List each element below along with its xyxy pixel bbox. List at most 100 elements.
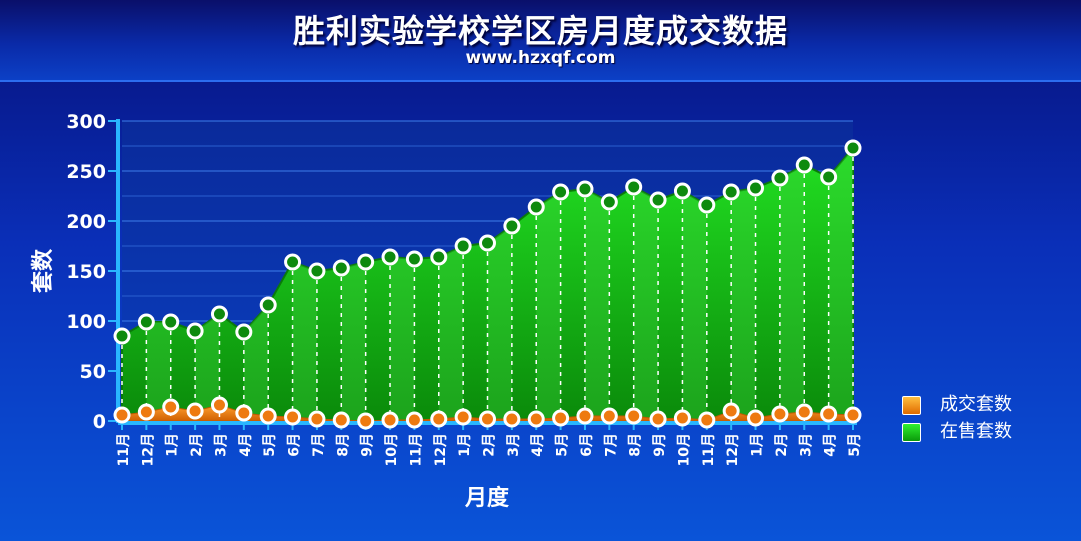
x-tick-label: 3月 xyxy=(213,433,229,457)
x-tick-label: 2月 xyxy=(482,433,498,457)
listed-area-band xyxy=(584,189,610,421)
listed-point xyxy=(430,248,448,266)
legend-swatch-listed xyxy=(902,423,921,442)
x-tick-label: 8月 xyxy=(628,433,644,457)
listed-area-band xyxy=(487,226,512,421)
listed-area-band xyxy=(292,262,317,421)
legend-item-sold[interactable]: 成交套数 xyxy=(902,394,1062,418)
sold-point xyxy=(771,405,789,423)
listed-area xyxy=(121,145,854,422)
x-tick-label: 6月 xyxy=(287,433,303,457)
listed-area-band xyxy=(438,246,464,421)
y-axis-label: 套数 xyxy=(30,248,56,293)
listed-point xyxy=(137,313,155,331)
listed-point xyxy=(332,259,350,277)
listed-point xyxy=(405,250,423,268)
x-tick-label: 3月 xyxy=(506,433,522,457)
data-points xyxy=(113,139,862,430)
y-tick-label: 100 xyxy=(66,311,106,333)
sold-point xyxy=(795,403,813,421)
listed-point xyxy=(454,237,472,255)
listed-point xyxy=(162,313,180,331)
x-tick-label: 12月 xyxy=(725,433,741,466)
sold-point xyxy=(820,405,838,423)
x-tick-label: 9月 xyxy=(360,433,376,457)
x-tick-label: 10月 xyxy=(676,433,692,466)
x-tick-label: 6月 xyxy=(579,433,595,457)
listed-area-band xyxy=(633,187,659,421)
sold-point xyxy=(600,407,618,425)
listed-area-band xyxy=(682,191,707,421)
listed-point xyxy=(844,139,862,157)
sold-point xyxy=(332,411,350,429)
chart-header: 胜利实验学校学区房月度成交数据 www.hzxqf.com xyxy=(0,0,1081,82)
x-tick-label: 8月 xyxy=(335,433,351,457)
legend-label-listed: 在售套数 xyxy=(940,421,1012,442)
x-axis-label: 月度 xyxy=(464,485,510,511)
listed-point xyxy=(284,253,302,271)
y-tick-label: 300 xyxy=(66,111,106,133)
listed-point xyxy=(210,305,228,323)
x-tick-label: 12月 xyxy=(140,433,156,466)
sold-point xyxy=(381,411,399,429)
sold-point xyxy=(186,402,204,420)
x-tick-label: 11月 xyxy=(408,433,424,466)
x-tick-label: 3月 xyxy=(798,433,814,457)
listed-area-band xyxy=(341,262,366,421)
listed-point xyxy=(698,196,716,214)
x-tick-label: 7月 xyxy=(603,433,619,457)
listed-point xyxy=(820,168,838,186)
listed-point xyxy=(308,262,326,280)
chart-subtitle: www.hzxqf.com xyxy=(465,48,616,68)
areas xyxy=(121,145,854,422)
x-tick-label: 11月 xyxy=(116,433,132,466)
legend-item-listed[interactable]: 在售套数 xyxy=(902,421,1062,445)
sold-point xyxy=(527,410,545,428)
x-tick-label: 12月 xyxy=(433,433,449,466)
listed-area-band xyxy=(146,322,171,421)
x-tick-label: 2月 xyxy=(189,433,205,457)
x-tick-label: 1月 xyxy=(457,433,473,457)
sold-point xyxy=(503,410,521,428)
x-tick-label: 7月 xyxy=(311,433,327,457)
listed-point xyxy=(186,322,204,340)
listed-point xyxy=(771,169,789,187)
listed-point xyxy=(357,253,375,271)
sold-point xyxy=(625,407,643,425)
listed-area-band xyxy=(779,165,805,421)
x-tick-label: 4月 xyxy=(238,433,254,457)
listed-area-band xyxy=(828,148,853,421)
sold-point xyxy=(113,406,131,424)
sold-point xyxy=(479,410,496,428)
sold-point xyxy=(454,408,472,426)
listed-point xyxy=(552,183,570,201)
sold-point xyxy=(673,409,691,427)
x-tick-label: 2月 xyxy=(774,433,790,457)
listed-point xyxy=(747,179,765,197)
listed-point xyxy=(527,198,545,216)
legend-label-sold: 成交套数 xyxy=(940,394,1012,415)
listed-point xyxy=(503,217,521,235)
sold-point xyxy=(235,404,253,422)
chart-title: 胜利实验学校学区房月度成交数据 xyxy=(292,12,788,50)
y-tick-label: 0 xyxy=(93,411,106,433)
x-tick-label: 5月 xyxy=(847,433,863,457)
sold-point xyxy=(308,410,326,428)
listed-area-band xyxy=(390,257,415,421)
column-stripes xyxy=(121,148,854,421)
sold-point xyxy=(747,409,765,427)
sold-point xyxy=(698,411,716,429)
x-tick-label: 11月 xyxy=(701,433,717,466)
listed-point xyxy=(235,323,253,341)
sold-point xyxy=(576,407,594,425)
y-tick-label: 150 xyxy=(66,261,106,283)
x-tick-label: 9月 xyxy=(652,433,668,457)
y-tick-label: 200 xyxy=(66,211,106,233)
sold-point xyxy=(405,411,423,429)
listed-point xyxy=(673,182,691,200)
listed-point xyxy=(649,191,667,209)
listed-point xyxy=(479,234,496,252)
listed-point xyxy=(625,178,643,196)
